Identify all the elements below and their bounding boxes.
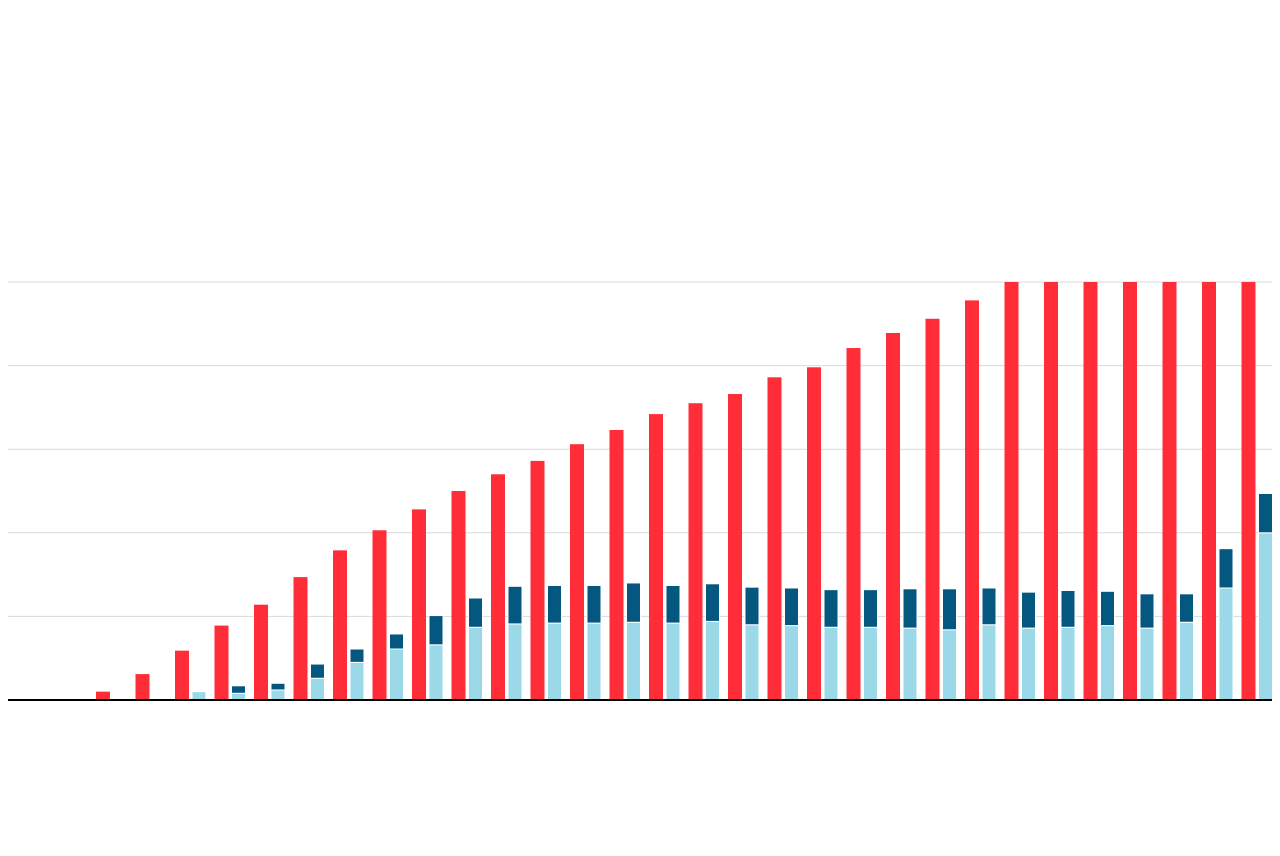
bar (1100, 625, 1115, 701)
bar (1060, 626, 1076, 701)
bar (214, 625, 229, 700)
bar (1123, 282, 1137, 700)
bar (1004, 282, 1019, 700)
bar (530, 460, 545, 700)
bar (254, 604, 268, 700)
bar (846, 348, 861, 700)
bar (570, 444, 584, 700)
bar (1258, 493, 1273, 534)
bar (1021, 627, 1036, 701)
bar (231, 692, 246, 701)
bar (942, 629, 957, 701)
bar (333, 550, 347, 700)
bar (886, 332, 900, 700)
bar (349, 661, 365, 701)
bar (191, 691, 207, 701)
bar (491, 474, 505, 700)
bar (231, 685, 246, 694)
bar (1083, 282, 1098, 700)
bar (135, 674, 150, 700)
bar (349, 648, 365, 663)
bar (807, 367, 821, 700)
bar (586, 622, 602, 701)
bar (1218, 548, 1234, 589)
bar (925, 318, 940, 700)
bar (665, 584, 681, 624)
bar (412, 509, 426, 700)
bar (728, 394, 742, 700)
bar (507, 585, 523, 625)
bar (1179, 593, 1194, 623)
bar (389, 648, 404, 701)
bar (310, 663, 325, 679)
bar (547, 622, 562, 701)
bar (902, 627, 918, 701)
bar (468, 626, 483, 701)
bar (784, 625, 799, 701)
bar (293, 577, 308, 700)
bar (428, 644, 444, 701)
bar (451, 491, 466, 700)
bar (744, 624, 760, 701)
bar (547, 584, 562, 624)
bar (175, 650, 189, 700)
bar (863, 589, 878, 628)
bar (270, 689, 286, 701)
bar (1060, 589, 1076, 628)
bar (705, 620, 720, 701)
bar (428, 615, 444, 646)
bar (270, 682, 286, 691)
bar (1241, 282, 1256, 700)
bar (688, 403, 703, 700)
bar (823, 626, 839, 701)
bar (1021, 591, 1036, 629)
bar (96, 691, 110, 700)
bar (1179, 621, 1194, 701)
bar (863, 626, 878, 701)
bar (1258, 532, 1273, 701)
bar (310, 677, 325, 701)
bar (767, 377, 782, 700)
bar (784, 587, 799, 627)
bar (1202, 282, 1216, 700)
bar (981, 624, 997, 701)
bar (981, 587, 997, 626)
bar (626, 582, 641, 623)
bar (942, 588, 957, 631)
bar (1100, 590, 1115, 627)
bar (389, 633, 404, 650)
bar (1218, 587, 1234, 701)
bar (744, 586, 760, 626)
bar (586, 584, 602, 624)
bar (1139, 627, 1155, 701)
bar (1162, 282, 1177, 700)
bar (649, 414, 663, 700)
bar (609, 429, 624, 700)
bar (507, 623, 523, 701)
bar (468, 597, 483, 628)
bar (705, 583, 720, 622)
bar (1044, 282, 1058, 700)
bar (626, 621, 641, 701)
bar (372, 530, 387, 700)
bar (665, 622, 681, 701)
bar (902, 588, 918, 629)
bar (965, 300, 979, 700)
bar (823, 589, 839, 628)
bar (1139, 593, 1155, 629)
